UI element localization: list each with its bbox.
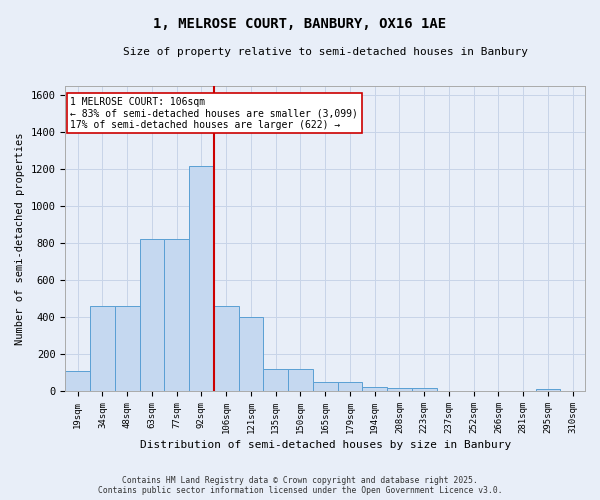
Bar: [214, 306, 239, 391]
Text: Contains HM Land Registry data © Crown copyright and database right 2025.
Contai: Contains HM Land Registry data © Crown c…: [98, 476, 502, 495]
Bar: [313, 382, 338, 391]
Bar: [362, 388, 387, 391]
Bar: [189, 166, 214, 391]
X-axis label: Distribution of semi-detached houses by size in Banbury: Distribution of semi-detached houses by …: [140, 440, 511, 450]
Text: 1 MELROSE COURT: 106sqm
← 83% of semi-detached houses are smaller (3,099)
17% of: 1 MELROSE COURT: 106sqm ← 83% of semi-de…: [70, 96, 358, 130]
Bar: [115, 306, 140, 391]
Bar: [164, 240, 189, 391]
Text: 1, MELROSE COURT, BANBURY, OX16 1AE: 1, MELROSE COURT, BANBURY, OX16 1AE: [154, 18, 446, 32]
Bar: [263, 369, 288, 391]
Y-axis label: Number of semi-detached properties: Number of semi-detached properties: [15, 132, 25, 345]
Bar: [288, 369, 313, 391]
Bar: [387, 388, 412, 391]
Bar: [140, 240, 164, 391]
Bar: [65, 370, 90, 391]
Title: Size of property relative to semi-detached houses in Banbury: Size of property relative to semi-detach…: [122, 48, 527, 58]
Bar: [90, 306, 115, 391]
Bar: [239, 317, 263, 391]
Bar: [412, 388, 437, 391]
Bar: [536, 389, 560, 391]
Bar: [338, 382, 362, 391]
